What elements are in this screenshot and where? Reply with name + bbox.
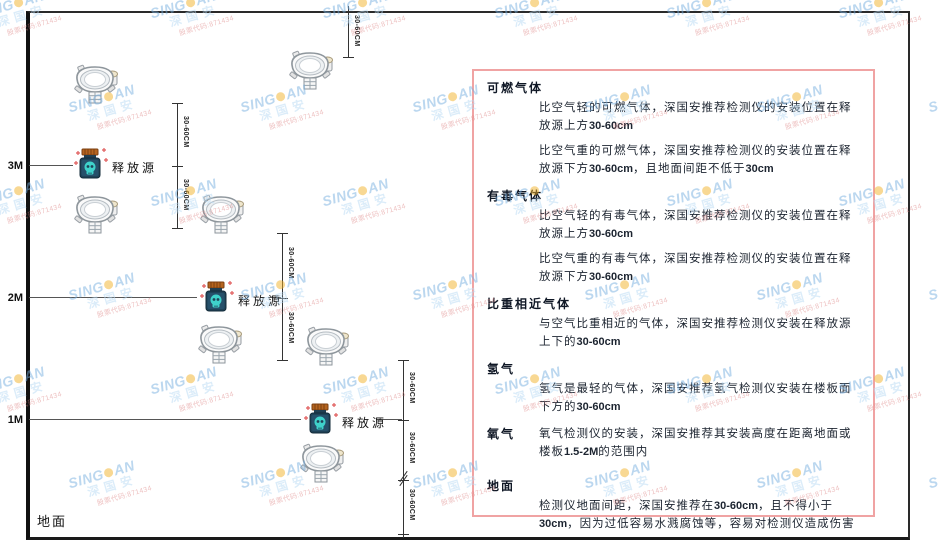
gas-detector-icon bbox=[73, 194, 118, 234]
height-label-1m: 1M bbox=[7, 414, 23, 426]
dim-tick bbox=[343, 11, 354, 12]
height-label-3m: 3M bbox=[7, 160, 23, 172]
connector-line-1m bbox=[376, 419, 402, 420]
gas-detector-icon bbox=[199, 194, 244, 234]
brand-dot-icon bbox=[185, 0, 197, 9]
brand-dot-icon bbox=[13, 184, 25, 197]
brand-dot-icon bbox=[13, 372, 25, 385]
dim-tick bbox=[277, 298, 288, 299]
dim-tick bbox=[277, 360, 288, 361]
dimension-label: 30-60CM bbox=[287, 247, 294, 279]
gas-detector-icon bbox=[73, 64, 118, 104]
dimension-line-1m bbox=[403, 360, 404, 538]
info-panel: 可燃气体 比空气轻的可燃气体，深国安推荐检测仪的安装位置在释放源上方30-60c… bbox=[472, 69, 875, 530]
dim-tick bbox=[398, 534, 409, 535]
release-source-icon bbox=[303, 403, 338, 434]
release-source-icon bbox=[199, 281, 234, 312]
section-heading: 氧气 bbox=[487, 427, 516, 441]
release-source-label: 释放源 bbox=[238, 294, 284, 308]
paragraph: 比空气轻的可燃气体，深国安推荐检测仪的安装位置在释放源上方30-60cm bbox=[539, 102, 852, 132]
paragraph: 氢气是最轻的气体，深国安推荐氢气检测仪安装在楼板面下方的30-60cm bbox=[539, 383, 852, 413]
paragraph: 氧气检测仪的安装，深国安推荐其安装高度在距离地面或楼板1.5-2M的范围内 bbox=[539, 428, 852, 458]
section-heading: 有毒气体 bbox=[487, 189, 544, 203]
gas-detector-icon bbox=[197, 324, 242, 364]
section-hydrogen: 氢气 氢气是最轻的气体，深国安推荐氢气检测仪安装在楼板面下方的30-60cm bbox=[487, 360, 859, 416]
dim-tick bbox=[277, 233, 288, 234]
section-toxic-gas: 有毒气体 比空气轻的有毒气体，深国安推荐检测仪的安装位置在释放源上方30-60c… bbox=[487, 187, 859, 286]
dim-tick bbox=[343, 57, 354, 58]
section-combustible-gas: 可燃气体 比空气轻的可燃气体，深国安推荐检测仪的安装位置在释放源上方30-60c… bbox=[487, 79, 859, 178]
paragraph: 与空气比重相近的气体，深国安推荐检测仪安装在释放源上下的30-60cm bbox=[539, 318, 852, 348]
room-frame bbox=[26, 11, 910, 540]
dim-tick bbox=[398, 360, 409, 361]
paragraph: 比空气重的可燃气体，深国安推荐检测仪的安装位置在释放源下方30-60cm，且地面… bbox=[539, 145, 852, 175]
paragraph: 检测仪地面间距，深国安推荐在30-60cm，且不得小于30cm，因为过低容易水溅… bbox=[539, 500, 855, 530]
dim-tick bbox=[172, 103, 183, 104]
level-line-1m bbox=[29, 419, 301, 420]
dimension-label: 30-60CM bbox=[182, 116, 189, 148]
dim-tick bbox=[398, 420, 409, 421]
brand-dot-icon bbox=[701, 0, 713, 9]
dimension-line-ceiling bbox=[348, 6, 349, 57]
dimension-line-3m bbox=[177, 103, 178, 228]
connector-line-2m bbox=[268, 297, 281, 298]
dimension-label: 30-60CM bbox=[353, 15, 360, 47]
brand-dot-icon bbox=[529, 0, 541, 9]
section-oxygen: 氧气 氧气检测仪的安装，深国安推荐其安装高度在距离地面或楼板1.5-2M的范围内 bbox=[487, 425, 859, 468]
ground-label: 地面 bbox=[37, 514, 68, 529]
gas-detector-icon bbox=[288, 50, 333, 90]
paragraph: 比空气重的有毒气体，深国安推荐检测仪的安装位置在释放源下方30-60cm bbox=[539, 253, 852, 283]
dim-tick bbox=[172, 166, 183, 167]
dimension-label: 30-60CM bbox=[408, 372, 415, 404]
brand-dot-icon bbox=[357, 0, 369, 9]
brand-dot-icon bbox=[13, 0, 25, 9]
height-label-2m: 2M bbox=[7, 292, 23, 304]
dimension-line-2m bbox=[282, 233, 283, 360]
dim-tick bbox=[172, 228, 183, 229]
release-source-label: 释放源 bbox=[112, 161, 158, 175]
gas-detector-icon bbox=[299, 443, 344, 483]
level-line-3m bbox=[29, 165, 73, 166]
gas-detector-icon bbox=[304, 326, 349, 366]
level-line-2m bbox=[29, 297, 197, 298]
section-heading: 地面 bbox=[487, 479, 516, 493]
release-source-label: 释放源 bbox=[342, 416, 388, 430]
section-heading: 氢气 bbox=[487, 362, 516, 376]
dimension-label: 30-60CM bbox=[182, 179, 189, 211]
release-source-icon bbox=[73, 148, 108, 179]
dimension-label: 30-60CM bbox=[408, 432, 415, 464]
section-heading: 可燃气体 bbox=[487, 81, 544, 95]
section-heading: 比重相近气体 bbox=[487, 297, 572, 311]
paragraph: 比空气轻的有毒气体，深国安推荐检测仪的安装位置在释放源上方30-60cm bbox=[539, 210, 852, 240]
brand-dot-icon bbox=[873, 0, 885, 9]
section-ground: 地面 检测仪地面间距，深国安推荐在30-60cm，且不得小于30cm，因为过低容… bbox=[487, 477, 859, 533]
dimension-label: 30-60CM bbox=[408, 489, 415, 521]
dimension-label: 30-60CM bbox=[287, 312, 294, 344]
section-similar-density-gas: 比重相近气体 与空气比重相近的气体，深国安推荐检测仪安装在释放源上下的30-60… bbox=[487, 295, 859, 351]
